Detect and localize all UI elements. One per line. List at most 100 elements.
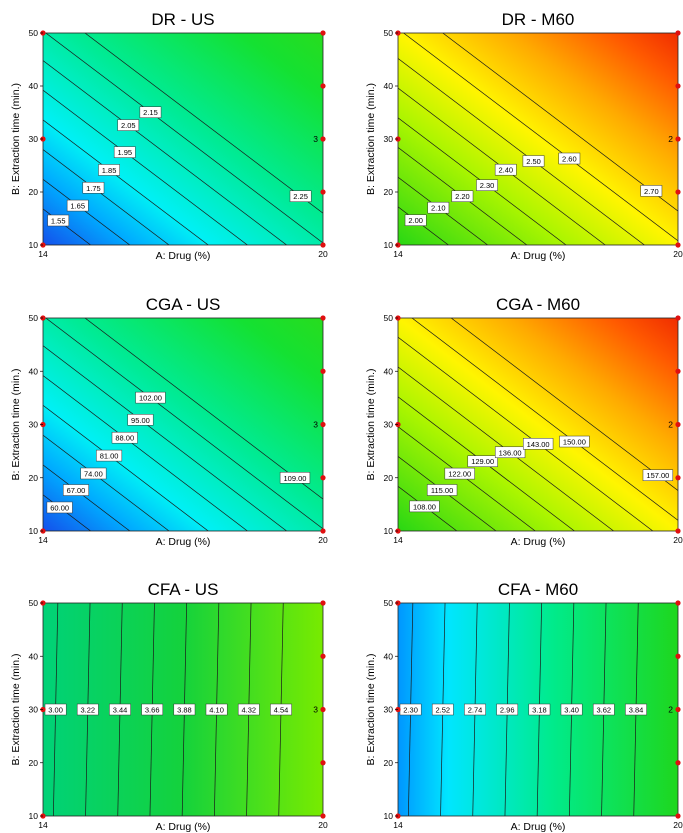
contour-label-box <box>640 185 663 197</box>
contour-label-box <box>62 484 89 496</box>
contour-line <box>43 494 92 531</box>
design-point-count: 3 <box>313 705 318 715</box>
contour-label: 3.62 <box>596 706 611 715</box>
contour-label-box <box>139 106 162 118</box>
contour-line <box>398 485 458 531</box>
design-point <box>675 600 681 606</box>
chart-title: CFA - M60 <box>498 580 578 599</box>
y-tick-label: 10 <box>29 811 39 821</box>
contour-label: 2.20 <box>455 192 470 201</box>
contour-line <box>398 396 575 531</box>
contour-line <box>43 119 209 245</box>
design-point-count: 3 <box>313 420 318 430</box>
contour-line <box>43 208 92 245</box>
design-point <box>320 475 326 481</box>
contour-label-box <box>404 214 427 226</box>
design-point <box>675 475 681 481</box>
x-axis-label: A: Drug (%) <box>511 536 566 548</box>
contour-label: 67.00 <box>67 486 86 495</box>
contour-label: 2.96 <box>500 706 515 715</box>
design-point <box>320 189 326 195</box>
design-point <box>320 368 326 374</box>
contour-label: 1.85 <box>102 166 117 175</box>
contour-label: 109.00 <box>284 474 307 483</box>
x-tick-label: 14 <box>393 820 403 830</box>
contour-label-box <box>409 500 440 513</box>
x-axis-label: A: Drug (%) <box>156 250 211 262</box>
contour-label-box <box>476 179 498 191</box>
design-point <box>675 813 681 819</box>
contour-line <box>45 318 323 530</box>
contour-label-box <box>279 472 311 484</box>
y-axis-label: B: Extraction time (min.) <box>365 83 377 195</box>
design-point <box>320 528 326 534</box>
contour-label: 122.00 <box>448 470 471 479</box>
y-tick-label: 20 <box>384 473 394 483</box>
contour-label: 157.00 <box>646 471 669 480</box>
contour-label: 2.30 <box>480 181 495 190</box>
contour-label-box <box>494 163 517 176</box>
contour-label: 2.00 <box>408 216 423 225</box>
design-point <box>320 83 326 89</box>
x-tick-label: 14 <box>393 535 403 545</box>
contour-panel-1: 1.55 1.651.751.851.95 2.05 2.15 2.25 3 DR - US… <box>10 10 328 262</box>
contour-label-box <box>528 703 551 716</box>
contour-label: 136.00 <box>499 448 522 457</box>
contour-line <box>43 404 209 531</box>
y-tick-label: 10 <box>384 240 394 250</box>
chart-title: DR - M60 <box>502 10 575 29</box>
y-tick-label: 40 <box>384 366 394 376</box>
contour-label: 95.00 <box>131 416 150 425</box>
contour-label-box <box>111 431 138 444</box>
contour-label: 108.00 <box>413 502 436 511</box>
design-point-count: 2 <box>668 705 673 715</box>
x-tick-label: 20 <box>673 820 683 830</box>
contour-label-box <box>559 435 590 448</box>
contour-label: 81.00 <box>100 452 119 461</box>
contour-label-box <box>496 703 519 716</box>
design-point <box>320 30 326 36</box>
y-tick-label: 40 <box>384 651 394 661</box>
x-axis-label: A: Drug (%) <box>511 821 566 833</box>
contour-label-box <box>109 703 131 716</box>
contour-label: 2.60 <box>562 155 577 164</box>
contour-label: 88.00 <box>115 434 134 443</box>
contour-label-box <box>592 703 615 716</box>
contour-label-box <box>642 469 674 481</box>
y-tick-label: 50 <box>384 313 394 323</box>
contour-line <box>398 366 615 531</box>
contour-label: 2.30 <box>403 706 418 715</box>
design-point <box>675 189 681 195</box>
design-point <box>675 368 681 374</box>
x-tick-label: 14 <box>38 820 48 830</box>
x-tick-label: 14 <box>38 535 48 545</box>
contour-label-box <box>558 152 581 165</box>
contour-line <box>398 87 606 245</box>
contour-label: 3.44 <box>113 706 128 715</box>
contour-label-box <box>522 438 554 450</box>
y-tick-label: 50 <box>29 313 39 323</box>
contour-label: 2.10 <box>431 204 446 213</box>
contour-line <box>398 336 654 531</box>
contour-label: 2.52 <box>435 706 450 715</box>
y-tick-label: 40 <box>29 651 39 661</box>
contour-label: 150.00 <box>563 438 586 447</box>
x-tick-label: 20 <box>318 820 328 830</box>
design-point <box>320 653 326 659</box>
contour-label-box <box>289 190 312 202</box>
contour-label-box <box>464 703 486 716</box>
contour-label-box <box>135 391 166 404</box>
contour-line <box>398 58 645 245</box>
contour-label-box <box>47 214 70 227</box>
contour-label: 2.15 <box>143 108 158 117</box>
contour-fill <box>43 318 323 531</box>
y-tick-label: 40 <box>29 81 39 91</box>
design-point-count: 2 <box>668 134 673 144</box>
contour-label: 1.65 <box>70 202 85 211</box>
contour-line <box>442 33 678 212</box>
y-tick-label: 10 <box>384 811 394 821</box>
design-point <box>675 653 681 659</box>
contour-line <box>45 33 323 244</box>
contour-label-box <box>426 484 458 496</box>
contour-line <box>43 375 248 531</box>
